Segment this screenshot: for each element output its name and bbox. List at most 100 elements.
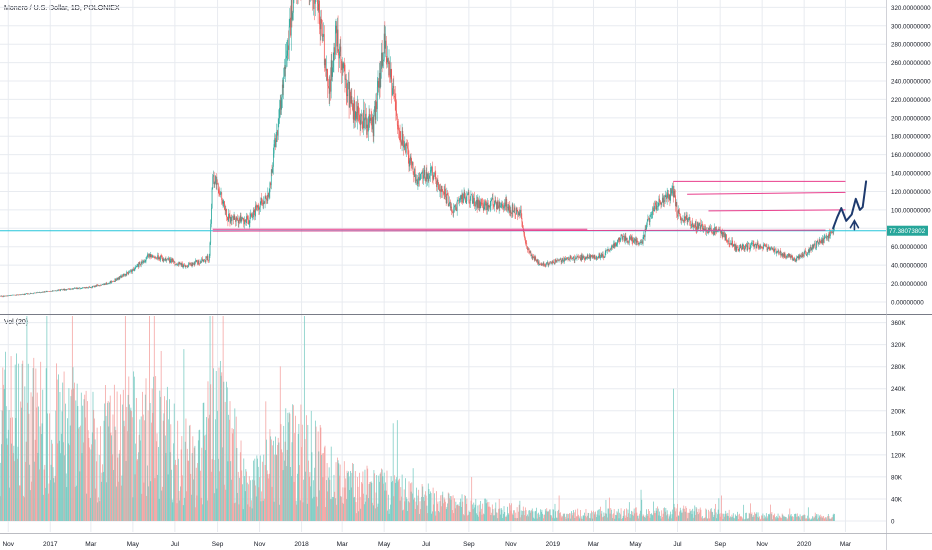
price-candle-body (805, 250, 806, 252)
price-candle-body (766, 246, 768, 251)
price-candle-body (63, 289, 65, 291)
volume-bar (692, 517, 694, 521)
volume-bar (556, 517, 558, 521)
price-candle-body (160, 255, 161, 261)
volume-bar (618, 518, 620, 521)
volume-bar (356, 477, 358, 521)
price-candle-body (725, 234, 727, 241)
price-candle-body (421, 172, 422, 174)
volume-bar (468, 510, 470, 521)
price-candle-body (684, 216, 686, 219)
price-candle-body (616, 243, 618, 246)
price-candle-body (603, 255, 605, 258)
volume-bar (434, 493, 435, 521)
price-candle-body (279, 107, 280, 119)
price-candle-body (436, 181, 437, 188)
volume-bar (16, 353, 17, 521)
volume-bar (797, 516, 799, 521)
volume-bar (403, 509, 404, 521)
volume-bar (776, 517, 778, 521)
price-candle-body (644, 234, 645, 238)
volume-bar (462, 501, 464, 521)
price-candle-body (146, 257, 148, 260)
volume-bar (117, 457, 119, 521)
volume-bar (664, 511, 666, 521)
volume-bar (830, 518, 832, 521)
volume-bar (91, 432, 93, 521)
volume-bar (689, 508, 691, 521)
volume-bar (323, 453, 325, 521)
volume-bar (813, 516, 815, 521)
price-candle-body (640, 241, 642, 243)
price-candle-body (669, 194, 671, 201)
price-candle-body (69, 288, 71, 290)
volume-bar (219, 471, 221, 521)
price-candle-body (741, 246, 743, 250)
price-candle-body (427, 173, 428, 179)
volume-bar (676, 516, 678, 521)
volume-bar (7, 444, 9, 521)
volume-bar (94, 439, 96, 521)
volume-bar (173, 443, 174, 521)
price-candle-body (356, 106, 358, 120)
price-candle-body (365, 113, 367, 128)
price-candle-body (537, 259, 539, 265)
volume-bar (135, 443, 137, 521)
price-candle-body (384, 33, 386, 49)
price-candle-body (448, 204, 450, 207)
price-candle-body (542, 264, 543, 265)
price-candle-body (532, 256, 534, 259)
volume-bar (286, 449, 288, 521)
volume-bar (489, 507, 491, 521)
volume-bar (126, 406, 128, 521)
price-candle-body (133, 268, 134, 271)
volume-bar (476, 513, 477, 521)
price-candle-body (149, 254, 151, 257)
volume-bar (101, 472, 103, 521)
price-candle-body (744, 248, 746, 250)
price-candle-body (270, 182, 271, 186)
volume-bar (38, 406, 40, 521)
volume-bar (316, 496, 318, 521)
volume-bar (514, 517, 516, 521)
volume-bar (25, 441, 27, 521)
volume-bar (283, 460, 285, 521)
price-candle-body (445, 188, 446, 198)
volume-bar (383, 472, 385, 521)
volume-bar (580, 509, 581, 521)
volume-bar (244, 476, 245, 521)
volume-bar (715, 512, 717, 521)
volume-bar (382, 476, 384, 521)
volume-bar (549, 509, 550, 521)
volume-bar (459, 502, 461, 521)
price-candle-body (697, 222, 698, 230)
volume-bar (751, 512, 753, 521)
price-candle-body (774, 248, 775, 252)
volume-bar (203, 402, 205, 521)
volume-bar (23, 497, 25, 521)
price-candle-body (350, 96, 352, 104)
volume-bar (483, 514, 485, 521)
volume-bar (43, 469, 45, 521)
volume-bar (487, 506, 489, 521)
price-candle-body (256, 206, 258, 208)
price-candle-body (418, 176, 420, 181)
price-candle-body (386, 58, 388, 63)
price-candle-body (143, 260, 145, 263)
volume-bar (155, 441, 157, 521)
price-candle-body (353, 100, 355, 120)
price-candle-body (142, 260, 144, 262)
volume-bar (39, 426, 41, 521)
volume-axis-tick-label: 360K (891, 320, 906, 327)
volume-bar (143, 482, 145, 521)
volume-bar (569, 513, 570, 521)
price-candle-body (761, 246, 762, 248)
volume-bar (283, 425, 285, 521)
volume-bar (136, 460, 138, 521)
price-candle-body (192, 262, 194, 265)
price-candle-body (797, 256, 799, 259)
volume-bar (505, 516, 506, 521)
volume-bar (673, 503, 675, 521)
